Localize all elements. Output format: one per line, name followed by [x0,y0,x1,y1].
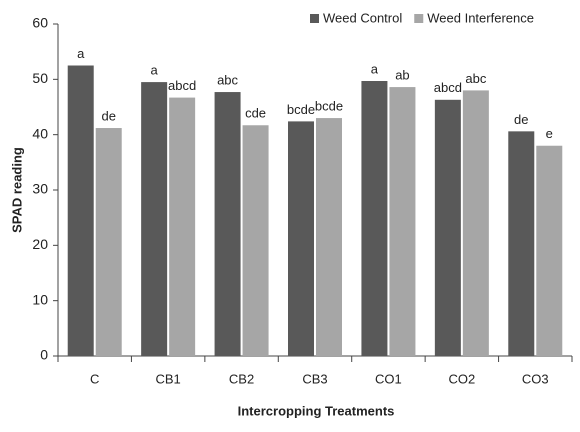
bar-letter: bcde [315,99,343,114]
bar-letter: abc [217,72,238,87]
bar [67,65,94,356]
x-tick-label: CB2 [229,371,254,386]
y-tick-label: 20 [32,236,48,252]
bar [95,128,122,356]
bar [536,145,563,356]
bar [288,121,314,357]
x-tick-label: CB1 [155,371,180,386]
bar-letter: ab [395,68,409,83]
y-tick-label: 50 [32,70,48,86]
y-tick-label: 0 [40,347,48,363]
x-tick-label: CB3 [302,371,327,386]
bar [316,118,342,356]
bar-letter: cde [245,106,266,121]
legend-swatch [310,14,319,23]
bar [141,82,168,356]
bar [389,87,416,356]
bar-letter: abcd [434,80,462,95]
bar-letter: de [101,108,115,123]
bar-letter: bcde [287,102,315,117]
bar [361,80,388,356]
bar-letter: e [546,126,553,141]
bar [508,131,535,356]
x-axis-label: Intercropping Treatments [238,403,395,418]
x-tick-label: CO1 [375,371,402,386]
x-tick-label: C [90,371,99,386]
y-tick-label: 10 [32,291,48,307]
bar-letter: abc [465,71,486,86]
y-tick-label: 30 [32,181,48,197]
y-axis-label: SPAD reading [9,147,24,233]
bar-letter: a [151,63,159,78]
x-tick-label: CO2 [448,371,475,386]
bar [214,92,241,356]
bar [169,97,196,357]
x-tick-label: CO3 [522,371,549,386]
y-tick-label: 40 [32,125,48,141]
bar [462,90,489,357]
legend-label: Weed Interference [427,10,534,25]
bar [434,99,461,356]
y-tick-label: 60 [32,15,48,31]
bar-letter: a [77,46,85,61]
legend-label: Weed Control [323,10,402,25]
legend-swatch [414,14,424,23]
bar-letter: a [371,61,379,76]
bar [242,125,269,356]
bar-letter: de [514,112,528,127]
bar-letter: abcd [168,78,196,93]
